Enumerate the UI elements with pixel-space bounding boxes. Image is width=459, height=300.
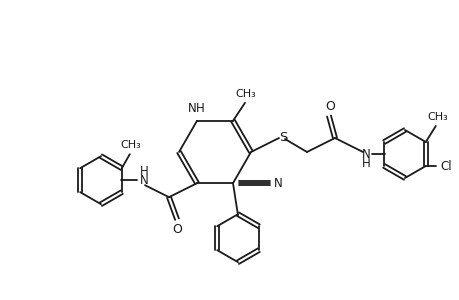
Text: N: N	[187, 102, 196, 115]
Text: N: N	[361, 148, 369, 160]
Text: H: H	[361, 157, 369, 169]
Text: CH₃: CH₃	[235, 89, 256, 99]
Text: N: N	[273, 177, 282, 190]
Text: CH₃: CH₃	[426, 112, 447, 122]
Text: O: O	[172, 223, 182, 236]
Text: N: N	[140, 174, 148, 187]
Text: H: H	[140, 165, 148, 178]
Text: H: H	[195, 102, 204, 115]
Text: Cl: Cl	[439, 160, 451, 172]
Text: S: S	[278, 130, 286, 143]
Text: CH₃: CH₃	[120, 140, 141, 150]
Text: O: O	[325, 100, 334, 112]
